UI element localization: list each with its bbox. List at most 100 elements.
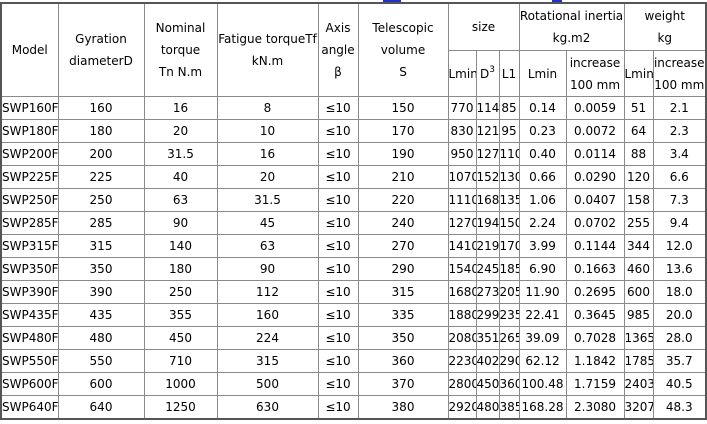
cell-weight-lmin: 64 [623, 119, 654, 143]
cell-weight-lmin: 51 [623, 96, 654, 120]
cell-weight-lmin: 985 [623, 303, 654, 327]
cell-size-l1: 135 [498, 188, 520, 212]
cell-size-d: 351 [475, 326, 500, 350]
table-row: SWP600F6001000500≤103702800450360100.481… [0, 372, 707, 396]
header-text: angle [321, 43, 355, 57]
table-row: SWP550F550710315≤10360223040229062.121.1… [0, 349, 707, 373]
header-text: Telescopic [372, 21, 434, 35]
header-text: β [334, 65, 342, 79]
cell-size-d: 127 [475, 142, 500, 166]
cell-axis-angle: ≤10 [317, 119, 359, 143]
cell-size-d: 121 [475, 119, 500, 143]
cell-nominal-torque: 1250 [143, 395, 218, 420]
cell-gyration-diameter: 285 [57, 211, 145, 235]
cell-axis-angle: ≤10 [317, 372, 359, 396]
header-weight: weight kg [623, 2, 707, 51]
cell-fatigue-torque: 63 [216, 234, 319, 258]
cell-nominal-torque: 450 [143, 326, 218, 350]
cell-fatigue-torque: 10 [216, 119, 319, 143]
cell-inertia-increase: 0.0290 [565, 165, 625, 189]
table-row: SWP200F20031.516≤101909501271100.400.011… [0, 142, 707, 166]
cell-inertia-lmin: 62.12 [518, 349, 567, 373]
cell-size-lmin: 1410 [447, 234, 477, 258]
cell-size-lmin: 2080 [447, 326, 477, 350]
cell-axis-angle: ≤10 [317, 211, 359, 235]
cell-weight-increase: 18.0 [652, 280, 707, 304]
cell-inertia-increase: 0.0114 [565, 142, 625, 166]
cell-inertia-increase: 0.3645 [565, 303, 625, 327]
cell-inertia-increase: 0.0702 [565, 211, 625, 235]
cell-weight-lmin: 600 [623, 280, 654, 304]
cell-model: SWP160F [0, 96, 59, 120]
cell-telescopic-volume: 335 [357, 303, 449, 327]
cell-fatigue-torque: 160 [216, 303, 319, 327]
header-text: kg.m2 [552, 31, 591, 45]
header-weight-increase: increase 100 mm [652, 50, 707, 97]
cell-model: SWP350F [0, 257, 59, 281]
cell-axis-angle: ≤10 [317, 326, 359, 350]
header-text: Nominal [155, 21, 206, 35]
cell-inertia-increase: 0.2695 [565, 280, 625, 304]
cell-model: SWP250F [0, 188, 59, 212]
header-text: L1 [501, 66, 517, 81]
cell-weight-increase: 2.1 [652, 96, 707, 120]
cell-size-d: 299 [475, 303, 500, 327]
cell-weight-lmin: 88 [623, 142, 654, 166]
cell-model: SWP390F [0, 280, 59, 304]
cell-fatigue-torque: 500 [216, 372, 319, 396]
header-text: weight [644, 9, 685, 23]
cell-size-l1: 170 [498, 234, 520, 258]
cell-telescopic-volume: 220 [357, 188, 449, 212]
cell-inertia-lmin: 2.24 [518, 211, 567, 235]
cell-inertia-lmin: 0.40 [518, 142, 567, 166]
cell-gyration-diameter: 640 [57, 395, 145, 420]
table-row: SWP180F 180 20 10 ≤10 170 830 121 95 0.23 0.0072 64… [0, 119, 707, 143]
cell-size-d: 168 [475, 188, 500, 212]
cell-fatigue-torque: 112 [216, 280, 319, 304]
cell-telescopic-volume: 360 [357, 349, 449, 373]
cell-size-d: 114 [475, 96, 500, 120]
cell-weight-lmin: 2403 [623, 372, 654, 396]
header-text: kN.m [251, 54, 284, 68]
cell-weight-increase: 2.3 [652, 119, 707, 143]
table-row: SWP640F6401250630≤103802920480385168.282… [0, 395, 707, 420]
cell-size-l1: 290 [498, 349, 520, 373]
cell-model: SWP600F [0, 372, 59, 396]
cell-size-lmin: 1680 [447, 280, 477, 304]
cell-size-lmin: 770 [447, 96, 477, 120]
cell-gyration-diameter: 350 [57, 257, 145, 281]
cell-weight-increase: 20.0 [652, 303, 707, 327]
cell-nominal-torque: 31.5 [143, 142, 218, 166]
cell-size-l1: 385 [498, 395, 520, 420]
cell-model: SWP435F [0, 303, 59, 327]
table-row: SWP350F35018090≤1029015402451856.900.166… [0, 257, 707, 281]
cell-fatigue-torque: 224 [216, 326, 319, 350]
cell-inertia-increase: 0.1144 [565, 234, 625, 258]
cell-size-lmin: 830 [447, 119, 477, 143]
header-text: increase [653, 55, 705, 70]
cell-axis-angle: ≤10 [317, 188, 359, 212]
cell-size-lmin: 2230 [447, 349, 477, 373]
cell-telescopic-volume: 370 [357, 372, 449, 396]
header-text: D [480, 66, 490, 81]
header-size-l1: L1 [498, 50, 520, 97]
cell-size-lmin: 1110 [447, 188, 477, 212]
cell-inertia-increase: 0.0072 [565, 119, 625, 143]
cell-size-d: 402 [475, 349, 500, 373]
cell-size-l1: 265 [498, 326, 520, 350]
cell-size-l1: 235 [498, 303, 520, 327]
header-size-lmin: Lmin [447, 50, 477, 97]
cell-size-d: 245 [475, 257, 500, 281]
header-text: Model [11, 43, 48, 57]
cell-inertia-lmin: 0.14 [518, 96, 567, 120]
cell-telescopic-volume: 315 [357, 280, 449, 304]
cell-size-d: 480 [475, 395, 500, 420]
cell-telescopic-volume: 150 [357, 96, 449, 120]
cell-inertia-increase: 1.1842 [565, 349, 625, 373]
table-row: SWP160F 160 16 8 ≤10 150 770 114 85 0.14 0.0059 51 2… [0, 96, 707, 120]
cell-axis-angle: ≤10 [317, 96, 359, 120]
cell-telescopic-volume: 380 [357, 395, 449, 420]
cell-telescopic-volume: 350 [357, 326, 449, 350]
cell-inertia-lmin: 3.99 [518, 234, 567, 258]
